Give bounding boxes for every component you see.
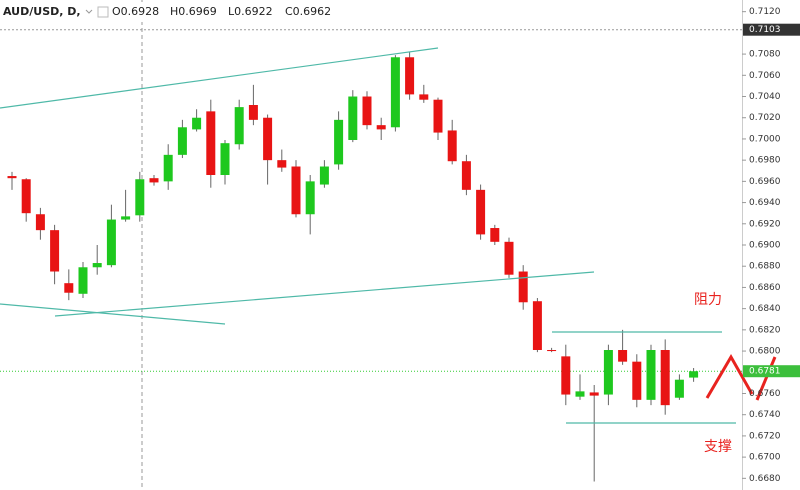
candle-body [490, 228, 500, 242]
forecast-path [755, 356, 777, 401]
candle-body [660, 350, 670, 406]
y-tick-label: 0.6740 [749, 410, 781, 420]
candle-body [433, 99, 443, 133]
candle-body [21, 179, 31, 214]
drawings [0, 47, 777, 424]
candle-body [177, 127, 187, 155]
candle-body [575, 391, 585, 397]
candle-body [518, 271, 528, 303]
y-tick-label: 0.6680 [749, 474, 781, 484]
candle-body [64, 283, 74, 293]
high-value: H0.6969 [170, 5, 217, 18]
header-bg [0, 2, 300, 22]
candle-body [50, 230, 60, 272]
y-tick-label: 0.6960 [749, 177, 781, 187]
low-value: L0.6922 [228, 5, 273, 18]
candle-body [149, 178, 159, 183]
candle-body [532, 301, 542, 350]
symbol: AUD/USD, D, [3, 5, 81, 18]
crosshair-price-box [743, 23, 800, 36]
y-tick-label: 0.6840 [749, 304, 781, 314]
candle-body [362, 96, 372, 126]
y-tick-label: 0.7120 [749, 7, 781, 17]
y-tick-label: 0.6760 [749, 389, 781, 399]
candle-body [376, 125, 386, 130]
candle-body [92, 263, 102, 268]
candle-body [405, 57, 415, 95]
y-tick-label: 0.6900 [749, 241, 781, 251]
last-price-label: 0.6781 [749, 367, 781, 377]
trend-line [0, 303, 226, 325]
candle-body [689, 371, 699, 378]
candle-body [234, 107, 244, 145]
trend-line [0, 47, 439, 109]
candle-body [504, 241, 514, 275]
candle-body [263, 117, 273, 161]
y-tick-label: 0.7040 [749, 92, 781, 102]
y-tick-label: 0.7060 [749, 71, 781, 81]
candle-body [547, 350, 557, 352]
last-price-box [743, 365, 800, 378]
y-tick-label: 0.7080 [749, 50, 781, 60]
candle-body [646, 350, 656, 400]
candle-body [319, 166, 329, 185]
y-tick-label: 0.6800 [749, 347, 781, 357]
candle-body [561, 356, 571, 395]
candle-body [589, 392, 599, 396]
candle-body [192, 117, 202, 130]
candle-body [248, 105, 258, 120]
candle-body [121, 216, 131, 220]
candle-body [305, 181, 315, 215]
candle-body [390, 57, 400, 128]
y-tick-label: 0.7020 [749, 113, 781, 123]
y-tick-label: 0.6980 [749, 156, 781, 166]
candle-body [106, 219, 116, 266]
candle-body [220, 143, 230, 175]
open-value: O0.6928 [112, 5, 159, 18]
candle-body [206, 111, 216, 175]
y-tick-label: 0.6940 [749, 198, 781, 208]
y-tick-label: 0.6880 [749, 262, 781, 272]
candle-body [7, 176, 17, 179]
forecast-path [705, 353, 754, 399]
candle-body [632, 361, 642, 400]
candle-body [135, 179, 145, 216]
y-tick-label: 0.6700 [749, 453, 781, 463]
candle-body [163, 154, 173, 182]
settings-icon [97, 6, 109, 18]
trend-line [54, 271, 595, 317]
candle-body [447, 130, 457, 162]
candle-body [461, 161, 471, 190]
candle-body [419, 94, 429, 100]
y-tick-label: 0.6720 [749, 431, 781, 441]
crosshair-price-label: 0.7103 [749, 25, 781, 35]
header: AUD/USD, D, O0.6928 H0.6969 L0.6922 C0.6… [0, 2, 331, 22]
y-tick-label: 0.6920 [749, 219, 781, 229]
candle-body [35, 214, 45, 231]
candle-body [277, 160, 287, 168]
candle-body [476, 189, 486, 235]
candle-body [334, 119, 344, 165]
candle-body [78, 267, 88, 294]
y-tick-label: 0.6860 [749, 283, 781, 293]
candle-body [603, 350, 613, 395]
candle-body [348, 96, 358, 140]
resistance-label: 阻力 [694, 292, 722, 308]
candle-body [674, 379, 684, 398]
candle-body [291, 166, 301, 215]
candle-body [618, 350, 628, 362]
plot [0, 29, 742, 482]
y-tick-label: 0.6820 [749, 325, 781, 335]
menu-icon [85, 9, 93, 14]
y-tick-label: 0.7000 [749, 134, 781, 144]
support-label: 支撑 [704, 439, 732, 455]
close-value: C0.6962 [285, 5, 331, 18]
